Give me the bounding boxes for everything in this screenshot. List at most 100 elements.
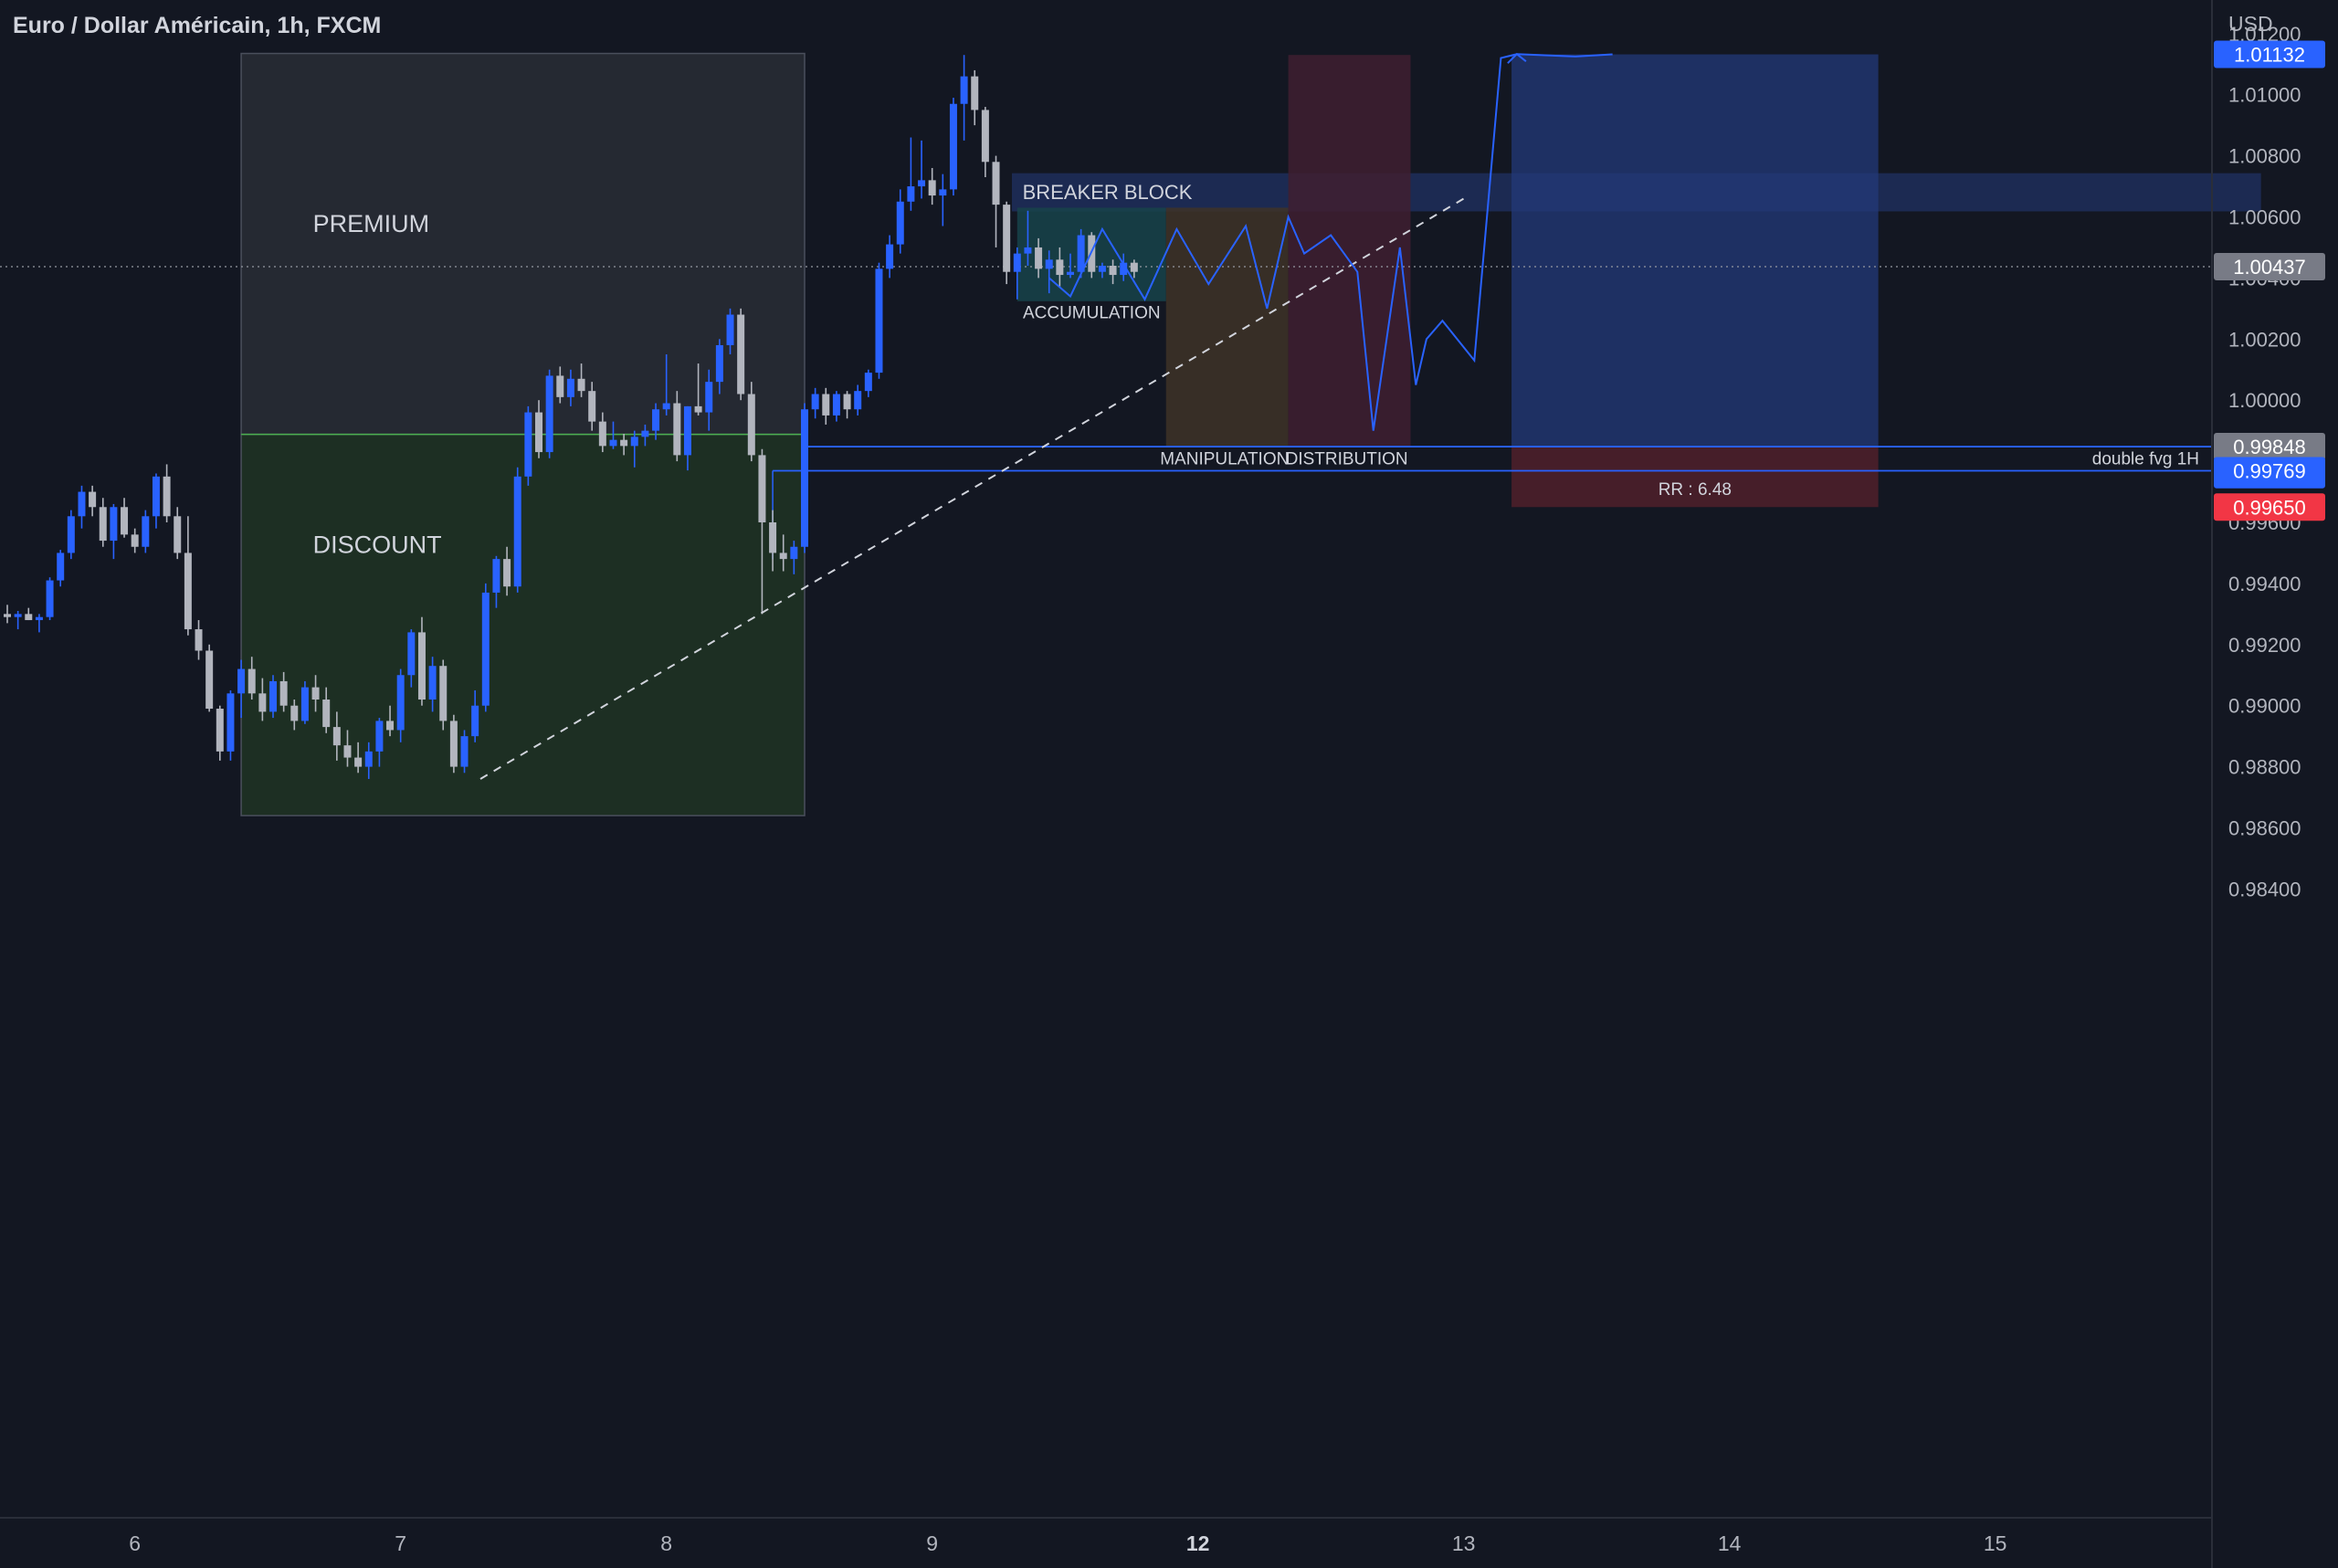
price-badge[interactable]: 0.99848 [2214,433,2325,461]
candle-body [163,476,171,517]
candle [354,742,363,773]
price-badge-label: 0.99848 [2233,436,2306,458]
candle [1077,228,1085,279]
candle-body [492,559,500,593]
candle [78,485,86,529]
candle-body [737,314,745,395]
candle-body [364,751,373,767]
zone-label-discount: DISCOUNT [313,531,442,558]
candle-body [822,394,830,416]
candle [163,464,171,522]
candle [588,382,596,431]
candle [174,507,182,560]
candle-body [1024,247,1032,254]
zone-label-manipulation: MANIPULATION [1160,449,1289,468]
candle-body [886,244,894,269]
price-badge[interactable]: 0.99769 [2214,457,2325,485]
candle-body [1013,253,1021,272]
candle [577,363,585,397]
candle-body [545,375,553,453]
candle-body [386,721,395,731]
candle [492,555,500,608]
candle [407,629,416,688]
price-badge-bg [2214,253,2325,281]
candle-body [1077,235,1085,272]
candle-body [311,687,320,700]
x-tick-label: 9 [926,1531,938,1555]
candle-body [832,394,840,416]
candle [216,705,224,761]
candle [460,730,469,773]
zone-label-premium: PREMIUM [313,210,430,237]
candle [609,421,617,449]
candle-body [705,382,713,413]
candle [1056,247,1064,288]
candle [1130,259,1138,279]
candle [269,675,277,719]
price-badge[interactable]: 1.00437 [2214,253,2325,281]
price-badge[interactable]: 0.99650 [2214,493,2325,521]
candle-body [237,668,246,694]
candle-body [1045,259,1053,269]
rr-target-box[interactable] [1511,54,1879,447]
candle [99,498,107,547]
candle-body [279,680,288,706]
candle [1098,262,1106,279]
x-tick-label: 8 [660,1531,672,1555]
candle-body [121,507,129,535]
candle [598,412,606,453]
candle [769,510,777,572]
trendline[interactable] [479,195,1470,780]
candle [332,711,341,761]
candle-body [864,373,872,392]
candle [801,403,808,553]
zones-layer [240,52,2261,816]
candle-body [226,693,235,752]
candle [1109,259,1117,285]
candle [247,657,256,700]
candle [503,546,511,596]
y-tick-label: 0.99000 [2228,695,2301,718]
candle [14,611,22,630]
candle-body [588,391,596,422]
candle-body [152,476,160,517]
candle-body [396,675,405,731]
candle-body [843,394,851,410]
candle-body [939,189,947,196]
candle-body [300,687,309,721]
candle-body [78,491,86,517]
candle [960,55,968,141]
candle [57,550,65,587]
candle-body [67,516,75,553]
candle [25,607,33,621]
candle-body [907,186,915,202]
candle-body [195,629,203,651]
candle-body [673,403,681,456]
candle [4,605,11,624]
candle-body [184,552,192,630]
rr-stop-box[interactable] [1511,447,1879,508]
candle [662,354,670,416]
zone-discount[interactable] [240,433,806,816]
candle-body [131,534,139,547]
labels-layer: PREMIUM DISCOUNT BREAKER BLOCK ACCUMULATION… [313,181,2199,558]
projection-path[interactable] [1048,53,1613,431]
candle-body [524,412,532,477]
candle-body [46,580,54,617]
candle-body [258,693,267,712]
zone-premium[interactable] [240,52,806,436]
candle-body [769,521,777,553]
candle-body [715,344,723,383]
x-tick-label: 14 [1718,1531,1742,1555]
candle-body [641,430,649,437]
candle [737,308,745,401]
candle [1120,253,1128,281]
candle-body [460,736,469,767]
candle-body [428,666,437,700]
x-tick-label: 6 [129,1531,141,1555]
candle [184,516,192,636]
candle [705,369,713,431]
candle [928,167,936,205]
price-badge[interactable]: 1.01132 [2214,40,2325,68]
